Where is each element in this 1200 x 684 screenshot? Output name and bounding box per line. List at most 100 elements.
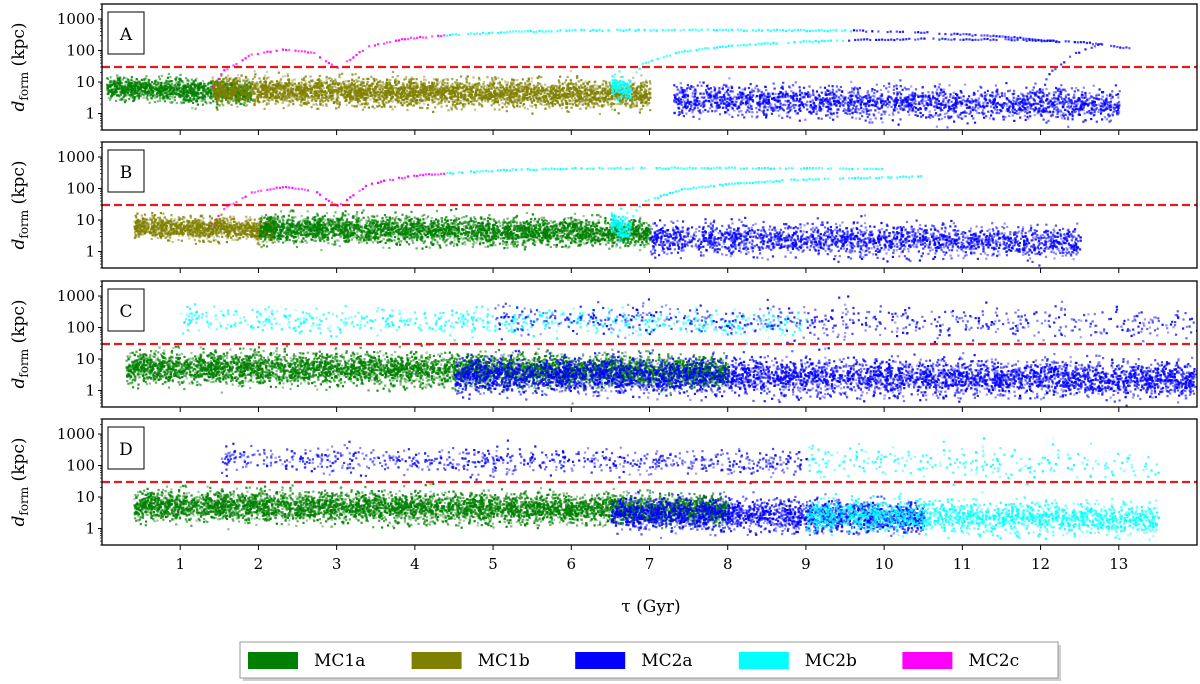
point-mc1a bbox=[112, 88, 115, 91]
point-mc1b bbox=[329, 88, 332, 92]
point-mc1a bbox=[168, 83, 171, 86]
point-mc1b bbox=[384, 90, 387, 93]
point-mc1a bbox=[188, 80, 191, 83]
point-mc1b bbox=[281, 75, 284, 78]
point-mc1b bbox=[446, 96, 449, 99]
point-mc1b bbox=[281, 92, 284, 95]
point-mc1b bbox=[336, 82, 339, 85]
point-mc1a bbox=[160, 93, 163, 96]
point-mc1b bbox=[440, 92, 443, 95]
point-mc1b bbox=[318, 87, 321, 90]
point-mc1b bbox=[424, 99, 428, 102]
point-mc1b bbox=[277, 83, 280, 86]
point-mc1b bbox=[374, 100, 378, 103]
point-mc1b bbox=[560, 88, 563, 91]
point-mc1b bbox=[470, 85, 473, 88]
point-mc1b bbox=[572, 82, 575, 85]
point-mc1b bbox=[371, 87, 374, 90]
point-mc1a bbox=[129, 88, 132, 91]
point-mc1b bbox=[355, 105, 358, 108]
point-mc1b bbox=[435, 86, 438, 89]
point-mc1b bbox=[638, 90, 642, 93]
point-mc1b bbox=[345, 88, 348, 91]
point-mc1b bbox=[437, 88, 440, 91]
point-mc1a bbox=[109, 96, 113, 100]
point-mc1b bbox=[239, 84, 242, 87]
point-mc1b bbox=[442, 79, 445, 82]
point-mc1b bbox=[276, 96, 279, 100]
point-mc1a bbox=[139, 90, 142, 93]
point-mc1b bbox=[439, 95, 442, 98]
point-mc1b bbox=[373, 94, 376, 97]
point-mc1b bbox=[341, 93, 344, 96]
point-mc1b bbox=[229, 86, 232, 89]
point-mc1b bbox=[357, 102, 360, 105]
point-mc1b bbox=[335, 107, 338, 110]
point-mc1b bbox=[414, 96, 417, 99]
point-mc1b bbox=[543, 89, 546, 92]
point-mc1b bbox=[261, 92, 264, 95]
point-mc1b bbox=[425, 95, 428, 98]
point-mc1a bbox=[129, 81, 132, 84]
point-mc1b bbox=[290, 88, 293, 91]
point-mc1a bbox=[126, 92, 130, 95]
point-mc1a bbox=[135, 91, 138, 94]
point-mc1a bbox=[171, 100, 174, 104]
point-mc1b bbox=[385, 86, 389, 89]
point-mc1b bbox=[409, 101, 412, 104]
point-mc1b bbox=[363, 106, 366, 109]
point-mc1b bbox=[606, 102, 609, 105]
point-mc1b bbox=[424, 96, 427, 99]
point-mc1b bbox=[565, 79, 568, 82]
point-mc1b bbox=[237, 89, 240, 92]
point-mc1b bbox=[501, 101, 504, 105]
point-mc1b bbox=[565, 89, 568, 92]
point-mc1a bbox=[127, 81, 130, 84]
point-mc1b bbox=[612, 97, 615, 100]
point-mc1b bbox=[412, 77, 415, 81]
point-mc1b bbox=[254, 82, 258, 86]
point-mc1b bbox=[577, 92, 580, 95]
point-mc1a bbox=[200, 85, 203, 88]
point-mc1b bbox=[286, 89, 289, 92]
point-mc1a bbox=[146, 94, 149, 97]
point-mc1b bbox=[560, 107, 563, 110]
point-mc1b bbox=[498, 93, 501, 96]
point-mc1b bbox=[286, 75, 289, 78]
point-mc1b bbox=[251, 92, 254, 95]
point-mc1b bbox=[399, 87, 402, 90]
point-mc1b bbox=[219, 83, 222, 86]
point-mc1b bbox=[361, 96, 364, 99]
point-mc1b bbox=[563, 81, 567, 84]
point-mc1b bbox=[309, 85, 312, 89]
point-mc1b bbox=[307, 95, 310, 98]
point-mc1b bbox=[608, 81, 611, 84]
point-mc1b bbox=[338, 76, 341, 79]
point-mc1a bbox=[176, 87, 179, 90]
point-mc1b bbox=[540, 100, 543, 103]
point-mc1a bbox=[136, 85, 139, 88]
point-mc1b bbox=[567, 110, 570, 113]
point-mc1b bbox=[305, 92, 308, 95]
point-mc1b bbox=[256, 94, 259, 97]
point-mc1a bbox=[112, 90, 116, 94]
point-mc1b bbox=[293, 93, 296, 96]
point-mc1b bbox=[537, 86, 540, 90]
point-mc1b bbox=[245, 80, 248, 83]
point-mc1a bbox=[197, 83, 200, 86]
point-mc1b bbox=[282, 107, 285, 110]
point-mc1a bbox=[223, 83, 226, 86]
point-mc1b bbox=[414, 86, 417, 89]
point-mc1b bbox=[349, 95, 353, 98]
point-mc1b bbox=[554, 89, 557, 92]
point-mc1b bbox=[232, 79, 235, 82]
point-mc1b bbox=[482, 87, 485, 90]
point-mc1b bbox=[462, 93, 466, 96]
point-mc1b bbox=[292, 103, 295, 106]
point-mc1b bbox=[300, 97, 303, 100]
point-mc1a bbox=[179, 87, 182, 90]
point-mc1b bbox=[359, 84, 362, 87]
point-mc1b bbox=[558, 105, 562, 108]
point-mc1b bbox=[605, 82, 608, 85]
point-mc1b bbox=[440, 85, 443, 88]
